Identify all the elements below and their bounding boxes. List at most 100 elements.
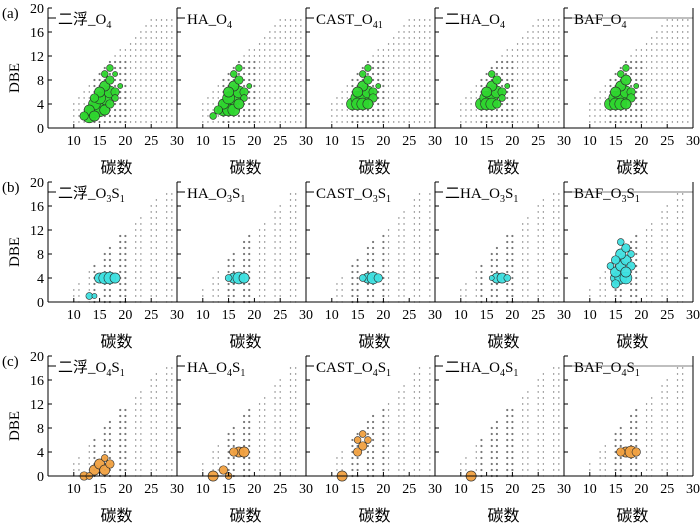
background-dot xyxy=(289,391,292,393)
background-dot xyxy=(552,433,555,435)
background-dot xyxy=(516,121,519,123)
background-dot xyxy=(232,270,235,274)
background-dot xyxy=(351,438,354,442)
x-axis-title: 碳数 xyxy=(358,506,390,524)
background-dot xyxy=(124,90,127,94)
background-dot xyxy=(160,109,163,111)
background-dot xyxy=(300,37,302,39)
background-dot xyxy=(289,43,292,45)
background-dot xyxy=(289,103,292,105)
background-dot xyxy=(248,288,251,292)
background-dot xyxy=(408,91,410,93)
background-dot xyxy=(418,409,421,411)
background-dot xyxy=(382,78,385,82)
background-dot xyxy=(661,469,663,471)
background-dot xyxy=(135,55,137,57)
background-dot xyxy=(423,61,426,63)
data-bubble xyxy=(213,105,223,115)
background-dot xyxy=(470,121,472,123)
background-dot xyxy=(651,79,653,81)
background-dot xyxy=(495,420,499,424)
y-tick-label: 4 xyxy=(37,272,44,287)
background-dot xyxy=(522,109,524,111)
background-dot xyxy=(558,421,560,423)
background-dot xyxy=(135,439,137,441)
background-dot xyxy=(558,445,560,447)
background-dot xyxy=(398,241,400,243)
background-dot xyxy=(506,234,509,238)
background-dot xyxy=(135,409,137,411)
background-dot xyxy=(145,85,147,87)
background-dot xyxy=(351,264,354,268)
background-dot xyxy=(676,415,679,417)
background-dot xyxy=(356,288,359,292)
background-dot xyxy=(480,282,483,286)
background-dot xyxy=(475,445,477,447)
background-dot xyxy=(666,217,668,219)
background-dot xyxy=(537,451,539,453)
background-dot xyxy=(624,114,628,118)
background-dot xyxy=(490,462,493,466)
background-dot xyxy=(594,115,596,117)
background-dot xyxy=(681,61,684,63)
x-tick-label: 30 xyxy=(299,134,313,149)
background-dot xyxy=(382,288,385,292)
background-dot xyxy=(423,115,426,117)
background-dot xyxy=(294,463,297,465)
background-dot xyxy=(537,439,539,441)
background-dot xyxy=(418,271,421,273)
background-dot xyxy=(160,85,163,87)
background-dot xyxy=(423,103,426,105)
background-dot xyxy=(217,451,219,453)
background-dot xyxy=(506,78,509,82)
background-dot xyxy=(537,223,539,225)
background-dot xyxy=(511,420,514,424)
background-dot xyxy=(527,217,529,219)
background-dot xyxy=(398,277,400,279)
background-dot xyxy=(119,114,122,118)
background-dot xyxy=(341,277,343,279)
background-dot xyxy=(558,289,560,291)
background-dot xyxy=(150,265,152,267)
background-dot xyxy=(346,85,348,87)
background-dot xyxy=(656,49,658,51)
background-dot xyxy=(217,97,219,99)
background-dot xyxy=(527,259,529,261)
background-dot xyxy=(279,223,281,225)
background-dot xyxy=(294,445,297,447)
background-dot xyxy=(93,450,96,454)
background-dot xyxy=(264,253,266,255)
background-dot xyxy=(413,421,416,423)
background-dot xyxy=(83,97,85,99)
background-dot xyxy=(387,289,390,291)
background-dot xyxy=(604,283,606,285)
background-dot xyxy=(542,271,545,273)
background-dot xyxy=(506,240,509,244)
data-bubble xyxy=(375,83,382,89)
background-dot xyxy=(413,247,416,249)
background-dot xyxy=(119,432,122,436)
background-dot xyxy=(124,102,127,106)
background-dot xyxy=(661,247,663,249)
background-dot xyxy=(640,72,643,76)
background-dot xyxy=(656,43,658,45)
background-dot xyxy=(522,283,524,285)
background-dot xyxy=(289,283,292,285)
x-axis-title: 碳数 xyxy=(616,506,648,524)
background-dot xyxy=(429,85,431,87)
background-dot xyxy=(490,438,493,442)
background-dot xyxy=(687,97,689,99)
background-dot xyxy=(465,115,467,117)
background-dot xyxy=(651,37,653,39)
background-dot xyxy=(140,253,142,255)
background-dot xyxy=(165,259,168,261)
background-dot xyxy=(294,379,297,381)
background-dot xyxy=(331,103,333,105)
panel-title: CAST_O4S1 xyxy=(316,360,391,379)
background-dot xyxy=(645,43,648,45)
background-dot xyxy=(274,235,276,237)
background-dot xyxy=(413,73,416,75)
background-dot xyxy=(165,385,168,387)
